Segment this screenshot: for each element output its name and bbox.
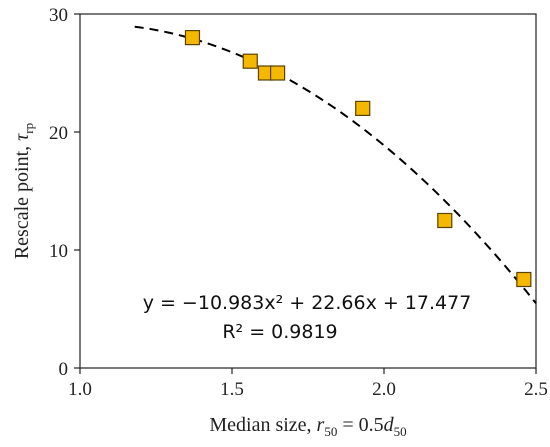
x-axis-title: Median size, r50 = 0.5d50 xyxy=(209,414,406,439)
y-tick-label: 20 xyxy=(49,123,68,144)
y-tick-label: 10 xyxy=(49,241,68,262)
x-tick-labels: 1.0 1.5 2.0 2.5 xyxy=(68,379,548,400)
data-point xyxy=(242,53,258,69)
plot-area xyxy=(79,13,537,369)
data-point xyxy=(437,212,453,229)
r-squared-label: R² = 0.9819 xyxy=(222,321,337,343)
data-point xyxy=(270,65,286,81)
data-point xyxy=(355,100,371,117)
x-tick-label: 2.5 xyxy=(524,379,548,400)
tick-marks xyxy=(74,13,537,374)
equation-label: y = −10.983x² + 22.66x + 17.477 xyxy=(143,292,472,314)
data-point xyxy=(516,271,532,288)
data-points xyxy=(184,30,532,288)
x-tick-label: 1.5 xyxy=(220,379,244,400)
y-axis-title: Rescale point, τrp xyxy=(11,123,36,259)
x-tick-label: 1.0 xyxy=(68,379,92,400)
trendline xyxy=(134,25,537,304)
y-tick-labels: 0 10 20 30 xyxy=(49,5,68,380)
y-tick-label: 0 xyxy=(59,359,69,380)
data-point xyxy=(184,30,201,46)
x-tick-label: 2.0 xyxy=(372,379,396,400)
y-tick-label: 30 xyxy=(49,5,68,26)
